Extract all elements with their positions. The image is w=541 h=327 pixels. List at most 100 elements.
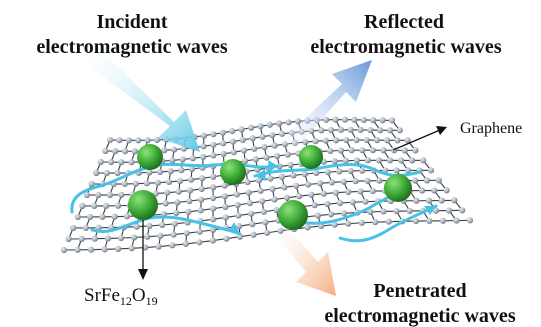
carbon-atom-icon (103, 169, 110, 177)
carbon-atom-icon (88, 180, 95, 188)
carbon-atom-icon (121, 180, 128, 188)
carbon-atom-icon (263, 154, 270, 161)
carbon-atom-icon (375, 157, 383, 164)
carbon-atom-icon (316, 180, 324, 187)
carbon-atom-icon (162, 200, 169, 207)
carbon-atom-icon (451, 197, 458, 204)
green-sphere-icon (384, 174, 412, 202)
carbon-atom-icon (106, 191, 114, 199)
carbon-atom-icon (121, 148, 129, 155)
carbon-atom-icon (144, 233, 151, 240)
carbon-atom-icon (95, 224, 102, 231)
penetrated-label-line1: Penetrated (373, 280, 466, 302)
carbon-atom-icon (210, 152, 217, 159)
carbon-atom-icon (345, 220, 352, 227)
carbon-atom-icon (435, 177, 442, 184)
carbon-atom-icon (197, 207, 204, 214)
carbon-atom-icon (431, 187, 438, 194)
carbon-atom-icon (255, 177, 263, 184)
carbon-atom-icon (406, 207, 413, 215)
carbon-atom-icon (336, 168, 343, 175)
carbon-atom-icon (259, 133, 266, 140)
carbon-atom-icon (178, 167, 185, 174)
carbon-atom-icon (219, 129, 226, 136)
carbon-atom-icon (161, 147, 168, 154)
carbon-atom-icon (313, 169, 320, 177)
carbon-atom-icon (269, 185, 276, 193)
carbon-atom-icon (290, 172, 297, 179)
carbon-atom-icon (173, 210, 180, 217)
carbon-atom-icon (277, 227, 284, 234)
carbon-atom-icon (97, 158, 104, 166)
carbon-atom-icon (343, 136, 350, 144)
carbon-atom-icon (359, 167, 366, 174)
carbon-atom-icon (78, 235, 85, 242)
carbon-atom-icon (425, 197, 433, 204)
carbon-atom-icon (404, 167, 412, 174)
incident-label-line1: Incident (96, 11, 167, 33)
carbon-atom-icon (284, 151, 291, 158)
carbon-atom-icon (278, 130, 286, 137)
carbon-atom-icon (198, 196, 205, 203)
carbon-atom-icon (196, 228, 203, 235)
carbon-atom-icon (118, 159, 125, 166)
carbon-atom-icon (332, 137, 340, 144)
carbon-atom-icon (287, 161, 294, 169)
carbon-atom-icon (305, 181, 312, 188)
carbon-atom-icon (418, 187, 426, 194)
carbon-atom-icon (327, 211, 335, 218)
penetrated-arrow-shaft (278, 228, 336, 296)
carbon-atom-icon (357, 126, 364, 134)
carbon-atom-icon (367, 126, 374, 134)
carbon-atom-icon (234, 201, 241, 209)
carbon-atom-icon (170, 146, 178, 153)
carbon-atom-icon (432, 207, 440, 214)
carbon-atom-icon (266, 121, 273, 128)
carbon-atom-icon (271, 142, 278, 149)
carbon-atom-icon (262, 219, 269, 226)
carbon-atom-icon (312, 138, 319, 145)
carbon-atom-icon (210, 131, 217, 138)
carbon-atom-icon (267, 175, 274, 182)
carbon-atom-icon (385, 218, 392, 225)
carbon-atom-icon (304, 224, 311, 231)
carbon-atom-icon (394, 137, 401, 144)
carbon-atom-icon (345, 188, 352, 196)
carbon-atom-icon (380, 147, 387, 154)
incident-label-line2: electromagnetic waves (36, 36, 227, 58)
reflected-label-line2: electromagnetic waves (310, 36, 501, 58)
ferrite-label-base: SrFe (84, 285, 120, 306)
carbon-atom-icon (249, 135, 256, 142)
carbon-atom-icon (196, 239, 203, 246)
carbon-atom-icon (332, 189, 340, 196)
carbon-atom-icon (79, 202, 86, 210)
carbon-atom-icon (154, 179, 162, 186)
green-sphere-icon (299, 145, 323, 169)
carbon-atom-icon (359, 147, 366, 154)
carbon-atom-icon (328, 179, 335, 186)
carbon-atom-icon (323, 116, 330, 123)
carbon-atom-icon (242, 157, 249, 165)
carbon-atom-icon (341, 116, 349, 123)
carbon-atom-icon (352, 178, 359, 185)
carbon-atom-icon (363, 136, 370, 144)
carbon-atom-icon (439, 217, 447, 224)
carbon-atom-icon (175, 188, 182, 195)
carbon-atom-icon (209, 237, 216, 244)
carbon-atom-icon (320, 190, 327, 197)
carbon-atom-icon (114, 202, 122, 209)
carbon-atom-icon (164, 189, 171, 196)
carbon-atom-icon (376, 177, 383, 184)
carbon-atom-icon (118, 191, 125, 198)
carbon-atom-icon (413, 197, 420, 204)
penetrated-label-line2: electromagnetic waves (324, 305, 515, 327)
carbon-atom-icon (259, 198, 266, 205)
carbon-atom-icon (341, 210, 348, 217)
carbon-atom-icon (70, 224, 77, 232)
carbon-atom-icon (230, 149, 237, 156)
carbon-atom-icon (65, 235, 72, 243)
carbon-atom-icon (357, 188, 364, 195)
carbon-atom-icon (74, 213, 81, 221)
carbon-atom-icon (133, 223, 140, 230)
